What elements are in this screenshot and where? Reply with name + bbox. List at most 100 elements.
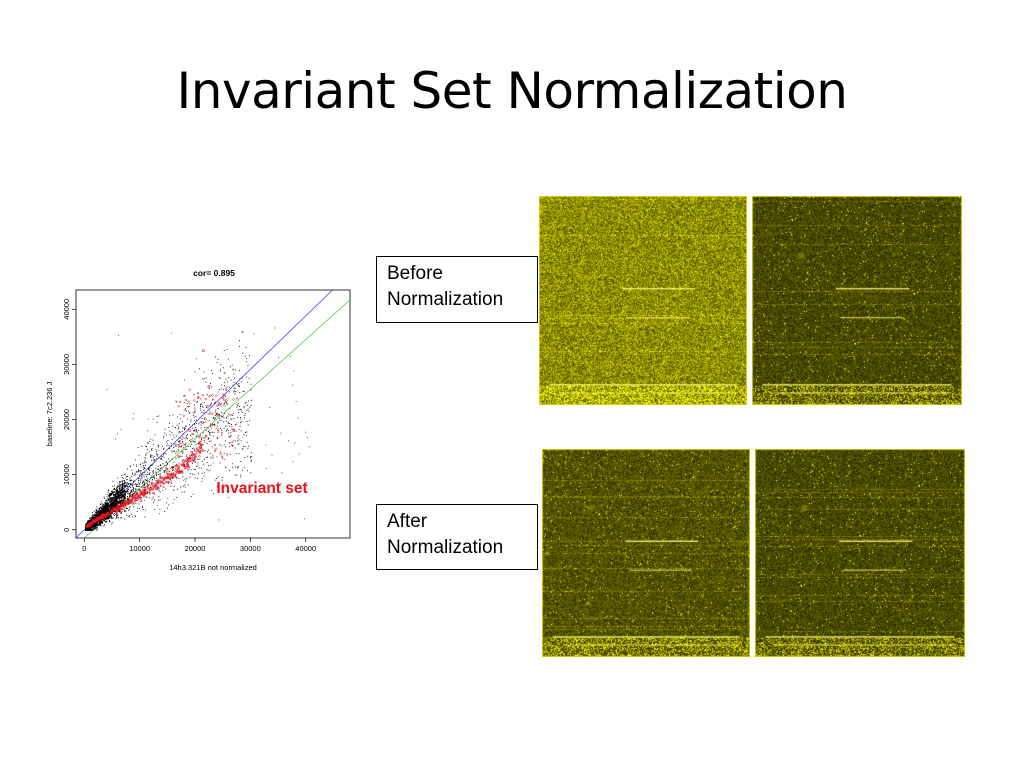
data-point xyxy=(104,509,106,511)
data-point xyxy=(117,433,119,435)
data-point xyxy=(138,497,140,499)
data-point xyxy=(101,519,103,521)
data-point xyxy=(91,515,93,516)
invariant-point xyxy=(162,476,165,479)
data-point xyxy=(162,489,164,491)
data-point xyxy=(152,471,153,473)
data-point xyxy=(95,523,97,525)
data-point xyxy=(121,511,122,513)
data-point xyxy=(234,377,235,379)
data-point xyxy=(172,462,174,463)
invariant-point xyxy=(174,473,177,476)
invariant-point xyxy=(188,429,191,432)
data-point xyxy=(108,494,110,496)
data-point xyxy=(238,453,240,455)
invariant-point xyxy=(135,498,138,501)
data-point xyxy=(234,424,236,426)
data-point xyxy=(159,508,161,510)
y-tick-label: 0 xyxy=(62,528,71,532)
data-point xyxy=(211,446,213,448)
data-point xyxy=(200,427,202,429)
data-point xyxy=(238,346,240,348)
data-point xyxy=(132,485,134,486)
data-point xyxy=(163,435,165,437)
data-point xyxy=(183,447,185,449)
invariant-point xyxy=(223,398,226,401)
data-point xyxy=(207,405,209,407)
data-point xyxy=(235,391,237,393)
data-point xyxy=(220,416,222,418)
data-point xyxy=(233,391,235,393)
data-point xyxy=(219,370,221,372)
data-point xyxy=(201,467,202,469)
data-point xyxy=(100,501,102,503)
data-point xyxy=(221,434,223,436)
data-point xyxy=(127,491,129,493)
invariant-point xyxy=(139,499,142,502)
data-point xyxy=(128,516,130,518)
data-point xyxy=(137,469,139,471)
data-point xyxy=(123,485,125,487)
data-point xyxy=(174,450,175,452)
data-point xyxy=(178,426,180,428)
data-point xyxy=(94,511,96,512)
data-point xyxy=(104,523,106,525)
data-point xyxy=(195,443,197,445)
invariant-point xyxy=(202,412,205,415)
data-point xyxy=(210,402,212,404)
data-point xyxy=(175,427,176,428)
data-point xyxy=(201,406,203,408)
data-point xyxy=(94,517,96,519)
data-point xyxy=(238,443,240,445)
data-point xyxy=(163,470,165,472)
data-point xyxy=(144,486,146,488)
data-point xyxy=(155,475,157,476)
data-point xyxy=(85,529,87,531)
data-point xyxy=(106,500,108,502)
data-point xyxy=(136,470,138,472)
data-point xyxy=(196,401,198,403)
data-point xyxy=(131,495,133,497)
data-point xyxy=(173,498,175,500)
data-point xyxy=(97,511,100,513)
invariant-point xyxy=(188,459,191,463)
data-point xyxy=(109,493,112,495)
data-point xyxy=(108,516,110,518)
microarray-image-after-left xyxy=(542,449,750,657)
data-point xyxy=(224,394,226,396)
annotation-invariant-set: Invariant set xyxy=(216,480,307,497)
data-point xyxy=(102,510,104,512)
data-point xyxy=(246,409,248,411)
data-point xyxy=(189,439,191,441)
data-point xyxy=(115,513,117,515)
invariant-point xyxy=(166,480,169,484)
data-point xyxy=(118,488,120,490)
invariant-point xyxy=(113,509,116,512)
data-point xyxy=(145,445,147,447)
caption-line: Normalization xyxy=(387,537,504,558)
data-point xyxy=(97,510,99,513)
data-point xyxy=(105,510,107,512)
data-point xyxy=(138,483,140,485)
microarray-image-before-right xyxy=(752,196,962,405)
data-point xyxy=(98,524,100,525)
data-point xyxy=(109,504,111,506)
data-point xyxy=(186,454,188,456)
data-point xyxy=(237,405,239,407)
data-point xyxy=(226,404,228,406)
data-point xyxy=(141,477,143,479)
data-point xyxy=(140,474,142,476)
data-point xyxy=(142,472,144,474)
data-point xyxy=(187,446,189,448)
data-point xyxy=(201,480,203,482)
data-point xyxy=(113,504,115,507)
invariant-point xyxy=(194,429,198,433)
data-point xyxy=(86,528,88,530)
data-point xyxy=(210,427,212,429)
data-point xyxy=(130,502,132,504)
data-point xyxy=(184,468,186,470)
data-point xyxy=(92,527,94,529)
data-point xyxy=(99,512,101,514)
data-point xyxy=(109,516,111,518)
data-point xyxy=(146,479,148,481)
